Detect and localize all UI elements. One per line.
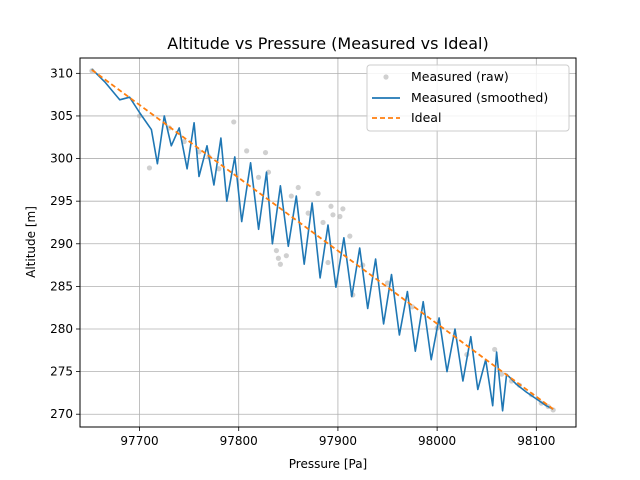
legend-item-raw: Measured (raw) (383, 69, 509, 84)
series-smoothed (91, 68, 554, 412)
raw-point (384, 280, 391, 286)
y-tick-label: 285 (50, 279, 73, 293)
y-tick-label: 305 (50, 109, 73, 123)
y-axis-label: Altitude [m] (24, 206, 38, 278)
raw-point (492, 346, 498, 353)
raw-point (196, 149, 202, 155)
raw-point (499, 371, 505, 377)
raw-point (255, 174, 262, 180)
x-tick-label: 97700 (120, 434, 158, 448)
y-axis-ticks: 270 275 280 285 290 295 300 305 310 (50, 66, 80, 421)
x-tick-label: 98000 (418, 434, 456, 448)
raw-point (244, 148, 250, 154)
plot-frame (79, 57, 577, 428)
legend-label-raw: Measured (raw) (411, 69, 509, 84)
x-axis-ticks: 97700 97800 97900 98000 98100 (120, 427, 555, 448)
raw-point (328, 203, 334, 209)
chart-title: Altitude vs Pressure (Measured vs Ideal) (167, 34, 489, 53)
smoothed-line (91, 68, 554, 412)
raw-point (277, 261, 283, 267)
y-tick-label: 275 (50, 365, 73, 379)
raw-point (283, 253, 289, 259)
raw-point (216, 166, 222, 172)
raw-point (347, 233, 353, 239)
y-tick-label: 290 (50, 237, 73, 251)
raw-point (325, 259, 331, 266)
y-tick-label: 310 (50, 66, 73, 80)
y-tick-label: 295 (50, 194, 73, 208)
y-tick-label: 300 (50, 152, 73, 166)
raw-point (288, 193, 294, 199)
raw-point (315, 190, 321, 197)
x-tick-label: 98100 (517, 434, 555, 448)
x-axis-label: Pressure [Pa] (289, 457, 367, 471)
raw-point (330, 212, 336, 218)
raw-point (337, 213, 343, 220)
x-tick-label: 97900 (319, 434, 357, 448)
legend-label-ideal: Ideal (411, 110, 441, 125)
raw-point (146, 165, 153, 171)
legend-item-ideal: Ideal (372, 110, 441, 125)
raw-point (262, 149, 269, 156)
raw-point (295, 184, 301, 191)
raw-point (305, 210, 311, 216)
raw-point (231, 119, 237, 125)
raw-point (273, 247, 280, 254)
legend-item-smoothed: Measured (smoothed) (372, 90, 548, 105)
legend-label-smoothed: Measured (smoothed) (411, 90, 548, 105)
raw-point (320, 219, 326, 226)
legend-marker-raw (383, 74, 389, 80)
x-tick-label: 97800 (220, 434, 258, 448)
legend: Measured (raw) Measured (smoothed) Ideal (366, 64, 570, 132)
y-tick-label: 280 (50, 322, 73, 336)
legend-box (366, 64, 570, 132)
y-tick-label: 270 (50, 407, 73, 421)
raw-point (340, 206, 346, 212)
raw-point (275, 255, 281, 261)
grid-y (80, 72, 576, 415)
